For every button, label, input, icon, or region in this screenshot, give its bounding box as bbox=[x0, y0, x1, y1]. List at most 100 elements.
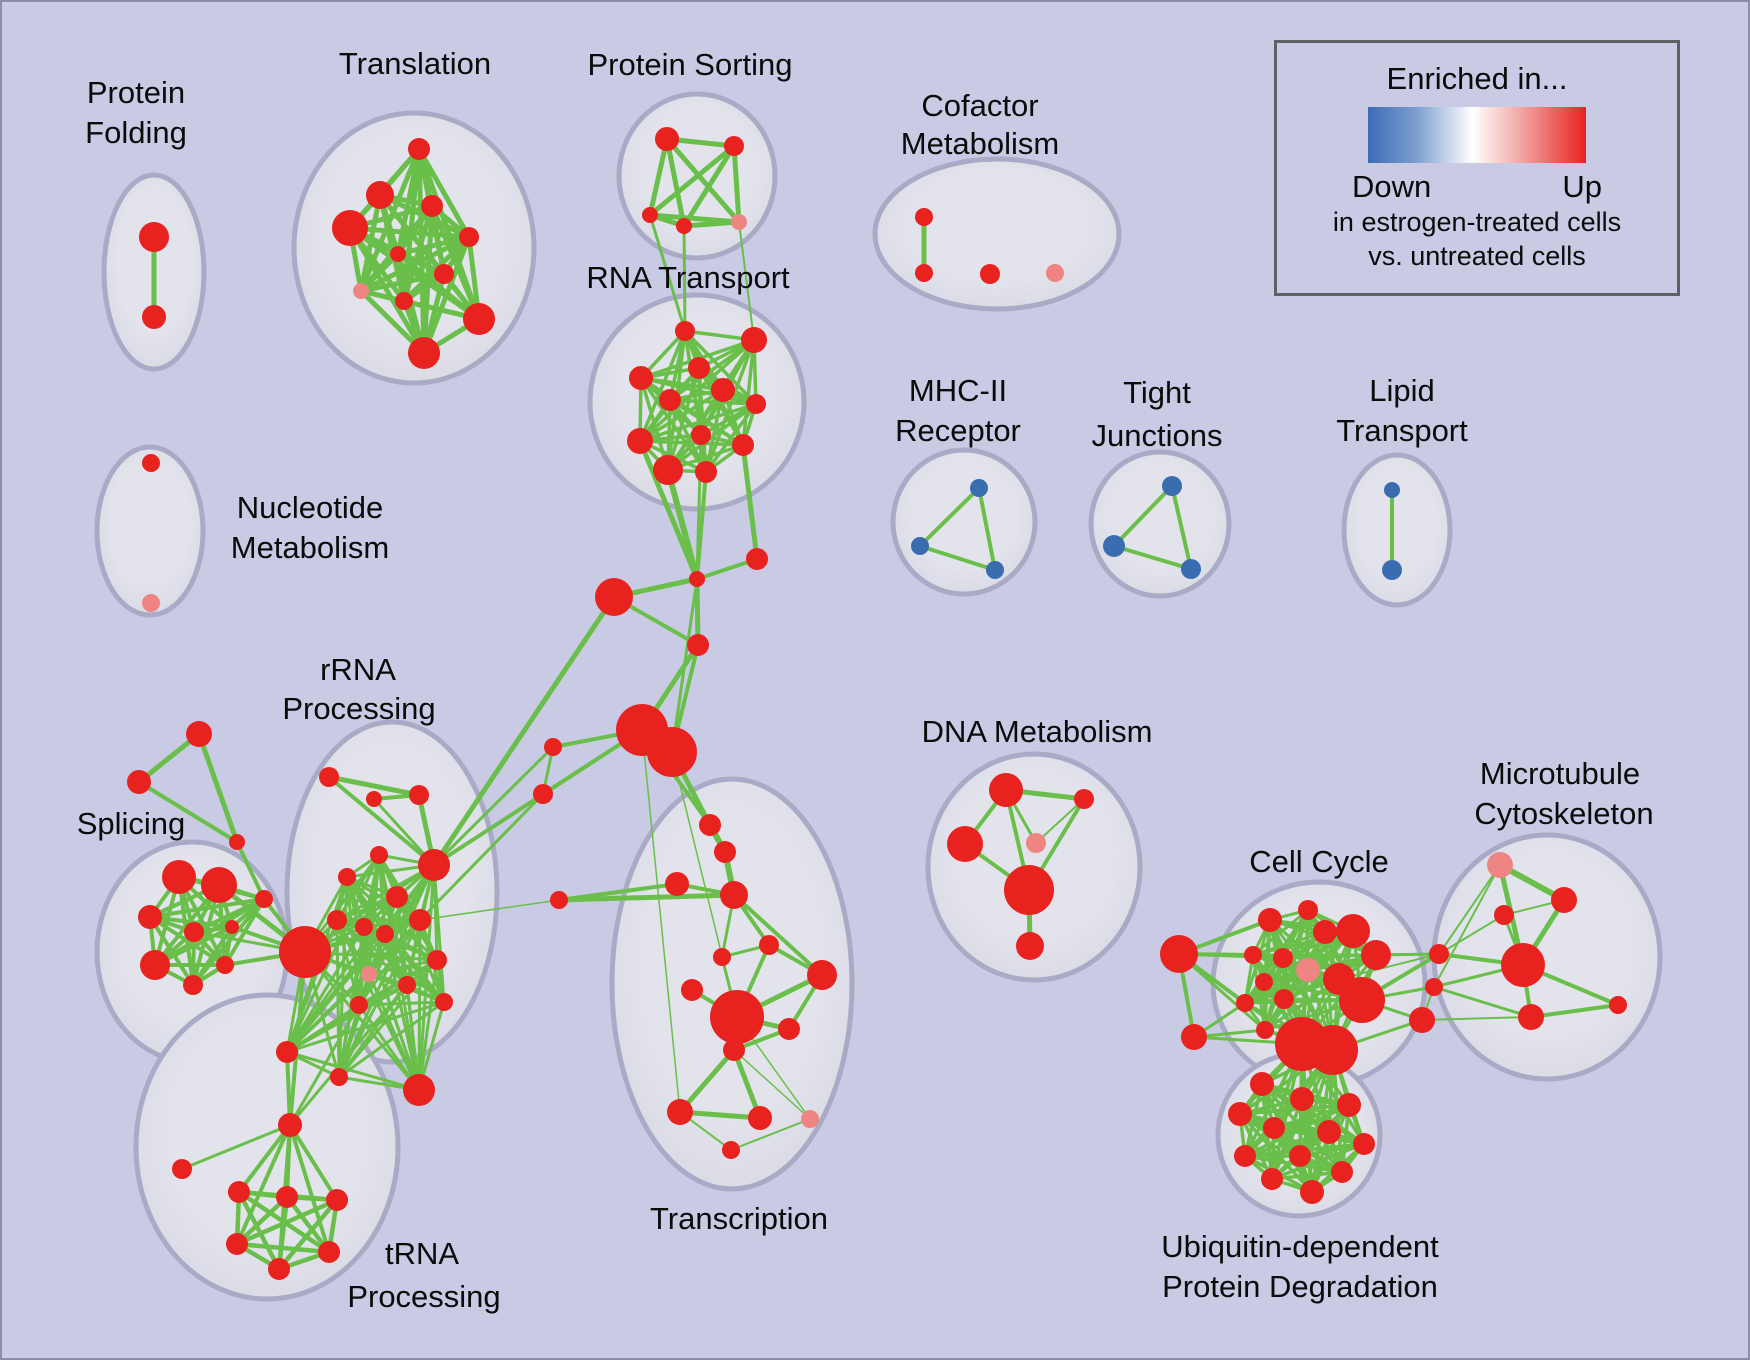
node-CC8 bbox=[1296, 958, 1320, 982]
cluster-ubiquitin-degradation-label-line1: Ubiquitin-dependent bbox=[1161, 1229, 1439, 1264]
node-TC12 bbox=[667, 1099, 693, 1125]
node-MH2 bbox=[911, 537, 929, 555]
node-TR5 bbox=[326, 1189, 348, 1211]
node-RT4 bbox=[629, 366, 653, 390]
edge-R11-TRc bbox=[417, 918, 422, 1092]
node-CC6 bbox=[1244, 946, 1262, 964]
node-RR0 bbox=[255, 890, 273, 908]
node-TJ3 bbox=[1181, 559, 1201, 579]
edge-TR1-TR2 bbox=[180, 1123, 292, 1171]
cluster-trna-processing-label-line2: Processing bbox=[347, 1279, 500, 1314]
edge-B2-M6 bbox=[1432, 985, 1533, 1019]
node-TC10 bbox=[778, 1018, 800, 1040]
cluster-ubiquitin-degradation-label-line2: Protein Degradation bbox=[1162, 1269, 1438, 1304]
edge-T1-T11 bbox=[416, 146, 427, 356]
node-CC2 bbox=[1298, 900, 1318, 920]
edge-RT2-RT10 bbox=[741, 338, 756, 447]
edge-M5-M6 bbox=[1529, 1003, 1620, 1019]
node-HUB2 bbox=[647, 727, 697, 777]
edge-T5-T6 bbox=[395, 234, 472, 257]
edge-R9-TRc bbox=[362, 925, 421, 1092]
edge-TR4-TR7 bbox=[284, 1194, 332, 1255]
node-TC3 bbox=[665, 872, 689, 896]
node-TJ2 bbox=[1103, 535, 1125, 557]
cluster-tight-junctions-ellipse bbox=[1088, 449, 1232, 599]
edge-RT2-RT6 bbox=[668, 338, 756, 402]
node-R9 bbox=[355, 918, 373, 936]
node-R10 bbox=[376, 925, 394, 943]
cluster-rrna-processing-label-line2: Processing bbox=[282, 691, 435, 726]
node-PS1 bbox=[655, 127, 679, 151]
edge-R6-TRc bbox=[417, 863, 436, 1092]
cluster-protein-sorting-label-line1: Protein Sorting bbox=[587, 47, 792, 82]
node-D1 bbox=[989, 773, 1023, 807]
node-TC2 bbox=[714, 841, 736, 863]
node-T2 bbox=[366, 181, 394, 209]
network-nodes-layer bbox=[127, 127, 1627, 1280]
node-CC1 bbox=[1258, 908, 1282, 932]
edge-CC2-CC6 bbox=[1251, 908, 1310, 957]
edge-CC9-CC11 bbox=[1243, 977, 1341, 1005]
edge-T3-T10 bbox=[429, 203, 482, 322]
edge-T1-T9 bbox=[401, 146, 422, 304]
node-R4 bbox=[370, 846, 388, 864]
edge-TC0-R11 bbox=[419, 899, 560, 921]
edge-R10-TRa bbox=[285, 932, 387, 1054]
legend-caption-line2: vs. untreated cells bbox=[1368, 241, 1586, 271]
edge-RT11-C1 bbox=[665, 467, 700, 582]
cluster-rna-transport-label-line1: RNA Transport bbox=[586, 260, 790, 295]
node-R11 bbox=[409, 909, 431, 931]
node-T4 bbox=[332, 210, 368, 246]
node-RT8 bbox=[691, 425, 711, 445]
node-CF4 bbox=[1046, 264, 1064, 282]
node-MH1 bbox=[970, 479, 988, 497]
edge-R6-R15 bbox=[432, 863, 446, 1004]
edge-HUB2-TC9 bbox=[671, 751, 738, 1018]
cluster-mhc-ii-receptor-label-line2: Receptor bbox=[895, 413, 1021, 448]
edge-CC0-CC13 bbox=[1177, 952, 1267, 1032]
edge-T4-T5 bbox=[347, 225, 472, 240]
node-MH3 bbox=[986, 561, 1004, 579]
node-M2 bbox=[1551, 887, 1577, 913]
edge-PS1-PS3 bbox=[647, 136, 670, 218]
node-RT1 bbox=[675, 321, 695, 341]
node-T3 bbox=[421, 195, 443, 217]
node-CC14 bbox=[1339, 977, 1385, 1023]
edge-CC5-CC7 bbox=[1281, 953, 1378, 960]
node-TR8 bbox=[268, 1258, 290, 1280]
cluster-cofactor-metabolism-label-line2: Metabolism bbox=[901, 126, 1060, 161]
edge-HUB1-TC12 bbox=[641, 729, 681, 1113]
node-C4 bbox=[687, 634, 709, 656]
edge-RT10-C2 bbox=[740, 442, 760, 562]
node-TC11 bbox=[723, 1039, 745, 1061]
node-M4 bbox=[1501, 943, 1545, 987]
node-LP2 bbox=[1382, 560, 1402, 580]
node-TC1 bbox=[699, 814, 721, 836]
node-U8 bbox=[1234, 1145, 1256, 1167]
node-R14 bbox=[398, 976, 416, 994]
node-U9 bbox=[1289, 1145, 1311, 1167]
edge-D2-D4 bbox=[1035, 798, 1085, 844]
node-S5 bbox=[225, 920, 239, 934]
node-D6 bbox=[1016, 932, 1044, 960]
edge-PS1-PS5 bbox=[664, 136, 742, 225]
node-SpT3 bbox=[229, 834, 245, 850]
node-NU1 bbox=[142, 454, 160, 472]
node-B2 bbox=[1425, 978, 1443, 996]
node-CC12 bbox=[1274, 989, 1294, 1009]
node-C3 bbox=[595, 578, 633, 616]
edge-TRa-TRc bbox=[285, 1050, 421, 1092]
edge-T6-T8 bbox=[358, 251, 401, 294]
cluster-nucleotide-metabolism-label-line2: Metabolism bbox=[231, 530, 390, 565]
edge-T4-T11 bbox=[347, 225, 427, 356]
edge-MH1-MH2 bbox=[918, 486, 981, 548]
node-TC15 bbox=[722, 1141, 740, 1159]
edge-TR1-TR7 bbox=[288, 1123, 331, 1254]
node-S8 bbox=[216, 956, 234, 974]
node-R2 bbox=[366, 791, 382, 807]
cluster-splicing-label-line1: Splicing bbox=[77, 806, 186, 841]
edge-PS3-RT1 bbox=[648, 213, 687, 333]
node-U2 bbox=[1290, 1087, 1314, 1111]
